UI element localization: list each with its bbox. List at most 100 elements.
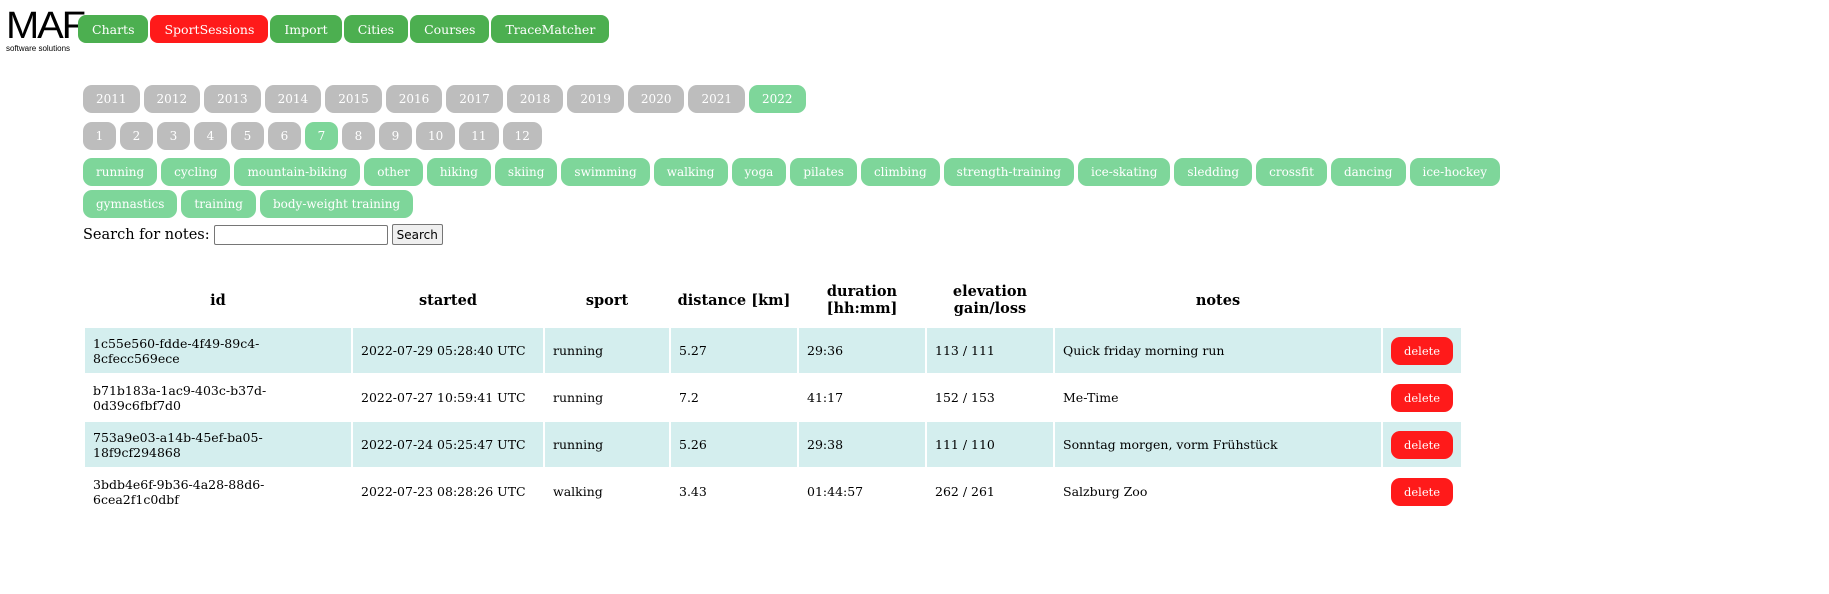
cell-action: delete [1383,328,1462,373]
sport-filter-crossfit[interactable]: crossfit [1256,158,1327,186]
year-filter-2020[interactable]: 2020 [627,85,685,113]
month-filter: 1 2 3 4 5 6 7 8 9 10 11 12 [83,122,542,150]
year-filter-2017[interactable]: 2017 [446,85,503,113]
delete-button[interactable]: delete [1391,430,1454,459]
nav-import-button[interactable]: Import [270,15,342,43]
month-filter-1[interactable]: 1 [83,122,116,150]
year-filter-2018[interactable]: 2018 [506,85,564,113]
cell-duration: 29:36 [799,328,925,373]
cell-distance: 5.27 [671,328,797,373]
header-duration: duration [hh:mm] [799,274,925,326]
header-duration-line1: duration [826,283,898,300]
year-filter-2011[interactable]: 2011 [83,85,140,113]
month-filter-5[interactable]: 5 [231,122,264,150]
sport-filter-cycling[interactable]: cycling [161,158,231,186]
nav-courses-button[interactable]: Courses [410,15,490,43]
sport-filter-pilates[interactable]: pilates [790,158,857,186]
nav-sportsessions-button[interactable]: SportSessions [150,15,269,43]
sport-filter-skiing[interactable]: skiing [494,158,558,186]
cell-started: 2022-07-24 05:25:47 UTC [353,422,543,467]
cell-sport: running [545,375,669,420]
search-input[interactable] [213,224,388,245]
cell-started: 2022-07-27 10:59:41 UTC [353,375,543,420]
cell-distance: 3.43 [671,469,797,514]
month-filter-6[interactable]: 6 [268,122,301,150]
cell-distance: 5.26 [671,422,797,467]
year-filter-2021[interactable]: 2021 [688,85,746,113]
sport-filter-swimming[interactable]: swimming [561,158,650,186]
month-filter-7[interactable]: 7 [305,122,338,150]
sport-filter-dancing[interactable]: dancing [1330,158,1406,186]
nav-tracematcher-button[interactable]: TraceMatcher [491,15,610,43]
sport-filter-climbing[interactable]: climbing [860,158,940,186]
year-filter-2013[interactable]: 2013 [204,85,261,113]
cell-notes: Quick friday morning run [1055,328,1381,373]
sport-filter-hiking[interactable]: hiking [426,158,491,186]
sport-filter-strength-training[interactable]: strength-training [943,158,1075,186]
table-header-row: id started sport distance [km] duration[… [85,274,1461,326]
sessions-table: id started sport distance [km] duration[… [83,272,1463,516]
cell-notes: Sonntag morgen, vorm Frühstück [1055,422,1381,467]
main-navigation: Charts SportSessions Import Cities Courses Tr… [78,15,610,43]
header-distance: distance [km] [677,291,791,309]
year-filter-2022[interactable]: 2022 [749,85,806,113]
sport-filter-running[interactable]: running [83,158,158,186]
sport-filter-ice-skating[interactable]: ice-skating [1078,158,1171,186]
month-filter-3[interactable]: 3 [157,122,190,150]
month-filter-2[interactable]: 2 [120,122,153,150]
year-filter-2019[interactable]: 2019 [567,85,624,113]
cell-duration: 29:38 [799,422,925,467]
cell-duration: 01:44:57 [799,469,925,514]
delete-button[interactable]: delete [1391,336,1454,365]
search-button[interactable]: Search [391,224,443,245]
sport-filter: running cycling mountain-biking other hiking… [83,158,1523,218]
month-filter-8[interactable]: 8 [342,122,375,150]
sport-filter-mountain-biking[interactable]: mountain-biking [234,158,361,186]
search-label: Search for notes: [83,226,210,243]
year-filter-2016[interactable]: 2016 [385,85,443,113]
sport-filter-body-weight-training[interactable]: body-weight training [259,190,414,218]
sport-filter-training[interactable]: training [181,190,256,218]
header-elevation-line2: gain/loss [953,300,1027,317]
cell-action: delete [1383,469,1462,514]
notes-search: Search for notes: Search [83,224,443,245]
cell-started: 2022-07-29 05:28:40 UTC [353,328,543,373]
sport-filter-yoga[interactable]: yoga [731,158,787,186]
cell-distance: 7.2 [671,375,797,420]
nav-cities-button[interactable]: Cities [343,15,409,43]
cell-action: delete [1383,375,1462,420]
table-row: 3bdb4e6f-9b36-4a28-88d6-6cea2f1c0dbf 2022… [85,469,1462,514]
cell-elevation: 113 / 111 [927,328,1053,373]
delete-button[interactable]: delete [1391,477,1454,506]
month-filter-12[interactable]: 12 [502,122,542,150]
app-logo: MAF software solutions [6,5,86,54]
month-filter-10[interactable]: 10 [416,122,456,150]
month-filter-9[interactable]: 9 [379,122,412,150]
cell-duration: 41:17 [799,375,925,420]
table-row: 1c55e560-fdde-4f49-89c4-8cfecc569ece 2022… [85,328,1462,373]
header-sport: sport [585,291,629,309]
sport-filter-ice-hockey[interactable]: ice-hockey [1409,158,1501,186]
sport-filter-sledding[interactable]: sledding [1174,158,1253,186]
cell-sport: running [545,328,669,373]
header-id: id [210,291,226,309]
logo-text: MAF [6,5,86,47]
cell-sport: running [545,422,669,467]
sport-filter-gymnastics[interactable]: gymnastics [83,190,178,218]
header-elevation-line1: elevation [952,283,1028,300]
cell-notes: Me-Time [1055,375,1381,420]
year-filter-2014[interactable]: 2014 [264,85,322,113]
sport-filter-walking[interactable]: walking [653,158,728,186]
month-filter-4[interactable]: 4 [194,122,227,150]
sport-filter-other[interactable]: other [364,158,423,186]
month-filter-11[interactable]: 11 [459,122,499,150]
year-filter-2015[interactable]: 2015 [325,85,382,113]
year-filter-2012[interactable]: 2012 [143,85,201,113]
table-row: b71b183a-1ac9-403c-b37d-0d39c6fbf7d0 2022… [85,375,1462,420]
logo-subtitle: software solutions [6,44,71,53]
year-filter: 2011 2012 2013 2014 2015 2016 2017 2018 2019 2020… [83,85,806,113]
header-elevation: elevation gain/loss [927,274,1053,326]
delete-button[interactable]: delete [1391,383,1454,412]
nav-charts-button[interactable]: Charts [78,15,149,43]
cell-elevation: 262 / 261 [927,469,1053,514]
